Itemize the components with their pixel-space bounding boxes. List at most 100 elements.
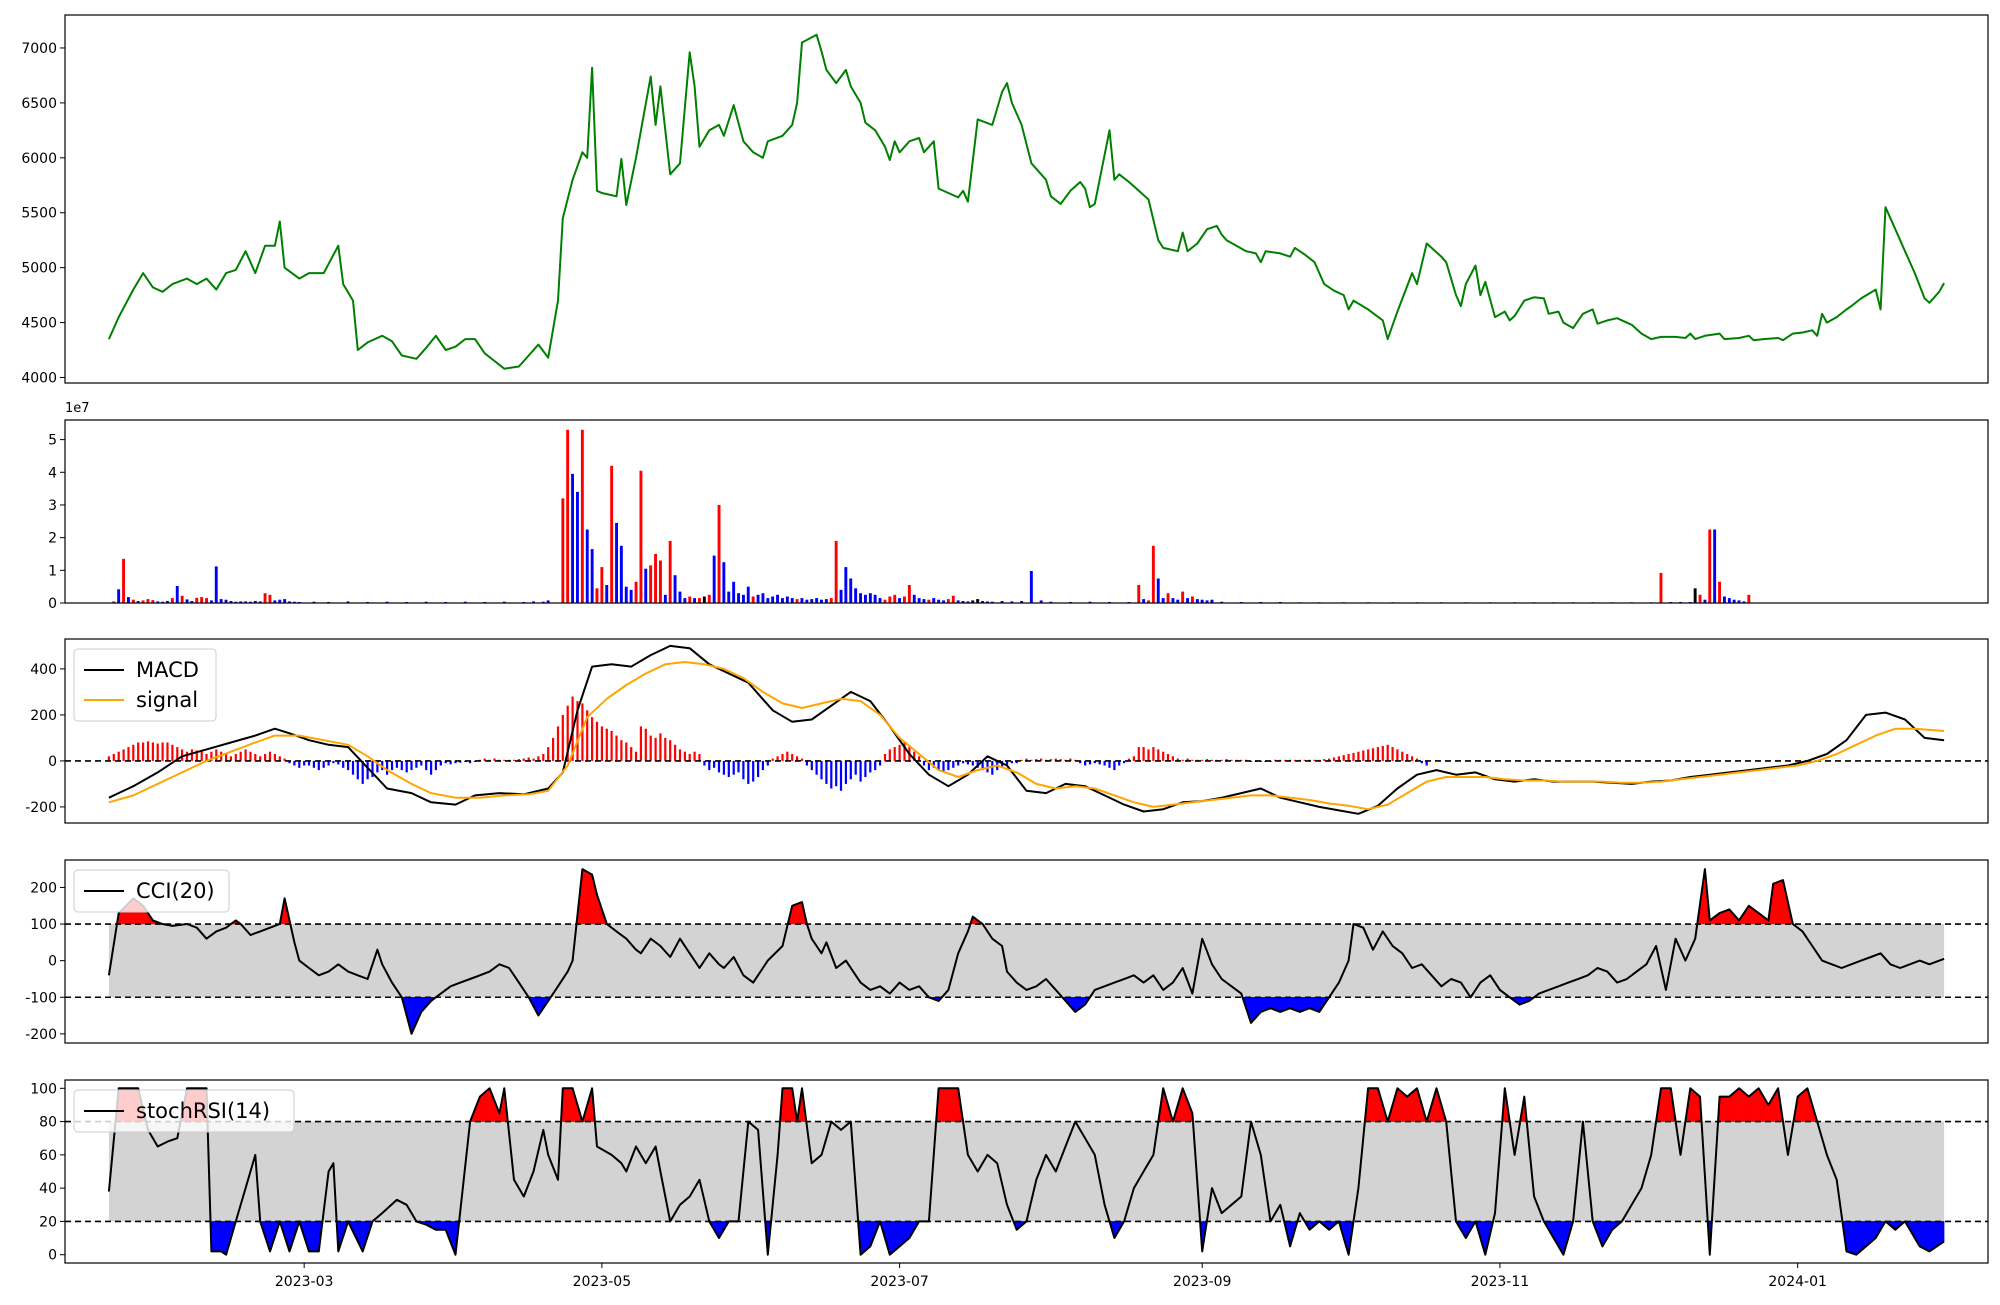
macd-histogram-bar bbox=[1147, 749, 1149, 761]
volume-bar bbox=[127, 597, 130, 603]
volume-bar bbox=[762, 593, 765, 603]
macd-histogram-bar bbox=[850, 761, 852, 779]
macd-histogram-bar bbox=[752, 761, 754, 782]
volume-bar bbox=[854, 588, 857, 603]
macd-histogram-bar bbox=[166, 743, 168, 761]
volume-bar bbox=[801, 598, 804, 603]
cci-ytick-label: 100 bbox=[30, 917, 57, 933]
macd-histogram-bar bbox=[679, 749, 681, 761]
volume-bar bbox=[815, 598, 818, 603]
volume-bar bbox=[864, 595, 867, 603]
stochrsi-overbought-fill bbox=[1368, 1088, 1378, 1121]
macd-histogram-bar bbox=[669, 740, 671, 761]
macd-histogram-bar bbox=[650, 736, 652, 761]
macd-line bbox=[109, 646, 1944, 814]
macd-histogram-bar bbox=[1108, 761, 1110, 768]
volume-bar bbox=[791, 598, 794, 603]
cci-ytick-label: 0 bbox=[48, 954, 57, 970]
volume-bar bbox=[727, 592, 730, 603]
macd-histogram-bar bbox=[367, 761, 369, 779]
volume-bar bbox=[859, 593, 862, 603]
stochrsi-overbought-fill bbox=[783, 1088, 793, 1121]
volume-bar bbox=[635, 582, 638, 603]
macd-histogram-bar bbox=[659, 733, 661, 761]
volume-bar bbox=[874, 595, 877, 603]
macd-histogram-bar bbox=[830, 761, 832, 789]
volume-bar bbox=[1694, 588, 1697, 603]
macd-histogram-bar bbox=[1157, 749, 1159, 761]
volume-bar bbox=[771, 597, 774, 604]
macd-histogram-bar bbox=[1182, 760, 1184, 761]
volume-bar bbox=[269, 595, 272, 603]
macd-histogram-bar bbox=[860, 761, 862, 782]
volume-bar bbox=[737, 593, 740, 603]
macd-histogram-bar bbox=[401, 761, 403, 770]
volume-bar bbox=[571, 474, 574, 603]
macd-histogram-bar bbox=[1411, 756, 1413, 761]
macd-ytick-label: 0 bbox=[48, 754, 57, 770]
macd-histogram-bar bbox=[786, 752, 788, 761]
volume-bar bbox=[786, 597, 789, 604]
volume-bar bbox=[620, 546, 623, 603]
macd-histogram-bar bbox=[630, 747, 632, 761]
volume-bar bbox=[766, 598, 769, 603]
macd-histogram-bar bbox=[249, 752, 251, 761]
volume-bar bbox=[1172, 598, 1175, 603]
volume-bar bbox=[908, 585, 911, 603]
volume-bar bbox=[649, 565, 652, 603]
stochrsi-overbought-fill bbox=[1768, 1088, 1778, 1121]
cci-overbought-fill bbox=[582, 869, 592, 924]
macd-histogram-bar bbox=[694, 752, 696, 761]
volume-bar bbox=[1186, 598, 1189, 603]
volume-bar bbox=[674, 575, 677, 603]
macd-histogram-bar bbox=[611, 731, 613, 761]
macd-histogram-bar bbox=[923, 761, 925, 766]
volume-bar bbox=[952, 596, 955, 603]
macd-histogram-bar bbox=[552, 738, 554, 761]
macd-histogram-bar bbox=[625, 743, 627, 761]
volume-bar bbox=[1723, 597, 1726, 604]
price-ytick-label: 5500 bbox=[21, 206, 57, 222]
volume-ytick-label: 3 bbox=[48, 498, 57, 514]
volume-bar bbox=[688, 597, 691, 604]
volume-bar bbox=[615, 523, 618, 603]
volume-bar bbox=[600, 567, 603, 603]
stochrsi-overbought-fill bbox=[1759, 1088, 1769, 1121]
volume-bar bbox=[122, 559, 125, 603]
price-line bbox=[109, 35, 1944, 369]
price-ytick-label: 4500 bbox=[21, 316, 57, 332]
macd-histogram-bar bbox=[845, 761, 847, 784]
macd-histogram-bar bbox=[684, 752, 686, 761]
volume-bar bbox=[659, 561, 662, 604]
volume-bar bbox=[757, 595, 760, 603]
macd-histogram-bar bbox=[323, 761, 325, 768]
macd-histogram-bar bbox=[1152, 747, 1154, 761]
stochrsi-oversold-fill bbox=[211, 1221, 221, 1251]
stochrsi-oversold-fill bbox=[221, 1221, 226, 1254]
macd-histogram-bar bbox=[1362, 751, 1364, 761]
macd-histogram-bar bbox=[772, 759, 774, 761]
volume-bar bbox=[117, 589, 120, 603]
stochrsi-overbought-fill bbox=[563, 1088, 573, 1121]
volume-bar bbox=[840, 590, 843, 603]
macd-histogram-bar bbox=[635, 752, 637, 761]
macd-histogram-bar bbox=[318, 761, 320, 770]
price-ytick-label: 5000 bbox=[21, 261, 57, 277]
volume-bar bbox=[625, 587, 628, 603]
macd-histogram-bar bbox=[947, 761, 949, 770]
macd-frame bbox=[65, 639, 1988, 823]
macd-histogram-bar bbox=[757, 761, 759, 777]
macd-histogram-bar bbox=[723, 761, 725, 775]
volume-bar bbox=[644, 569, 647, 603]
macd-histogram-bar bbox=[1133, 756, 1135, 761]
macd-histogram-bar bbox=[825, 761, 827, 784]
macd-histogram-bar bbox=[533, 759, 535, 761]
macd-histogram-bar bbox=[127, 747, 129, 761]
macd-histogram-bar bbox=[1113, 761, 1115, 770]
volume-bar bbox=[747, 587, 750, 603]
volume-bar bbox=[171, 598, 174, 603]
macd-histogram-bar bbox=[254, 754, 256, 761]
macd-histogram-bar bbox=[1333, 758, 1335, 761]
stochrsi-oversold-fill bbox=[1554, 1221, 1564, 1254]
